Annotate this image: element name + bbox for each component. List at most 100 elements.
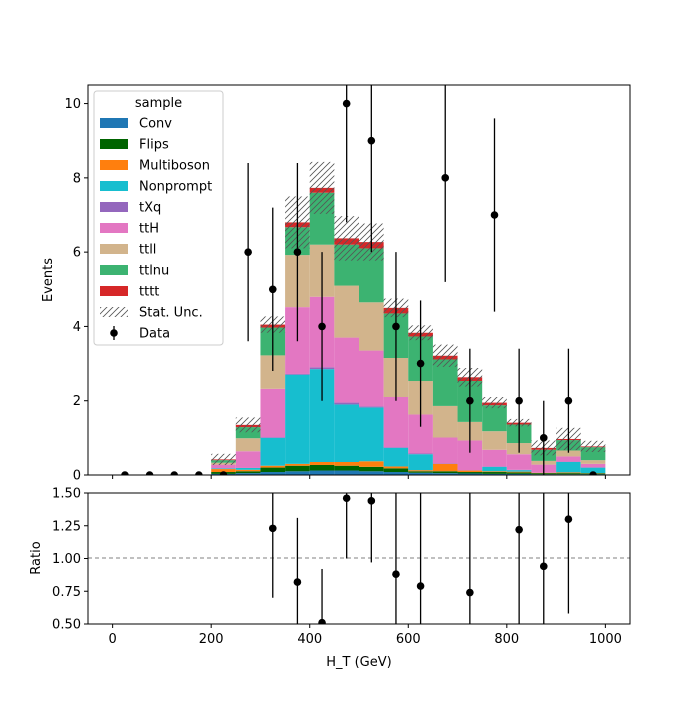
bar-ttH-12 xyxy=(507,454,532,470)
data-point-10 xyxy=(368,137,376,145)
main-ytick-label-0: 0 xyxy=(73,469,81,484)
bar-ttll-1 xyxy=(236,438,261,451)
data-point-7 xyxy=(294,248,302,256)
bar-Multiboson-11 xyxy=(482,471,507,472)
ratio-point-4 xyxy=(368,497,376,505)
bar-Flips-1 xyxy=(236,471,261,473)
bar-Nonprompt-2 xyxy=(260,438,285,466)
bar-tXq-5 xyxy=(334,403,359,405)
bar-ttH-0 xyxy=(211,465,236,469)
bar-Nonprompt-7 xyxy=(384,448,409,467)
bar-ttH-11 xyxy=(482,450,507,467)
ratio-y-label: Ratio xyxy=(29,541,44,574)
ratio-xtick-label-400: 400 xyxy=(297,632,322,647)
bar-ttlnu-11 xyxy=(482,405,507,431)
bar-tXq-6 xyxy=(359,406,384,407)
bar-Conv-3 xyxy=(285,471,310,475)
legend-title: sample xyxy=(135,96,182,111)
bar-Multiboson-10 xyxy=(458,471,483,472)
stat-unc-9 xyxy=(433,345,458,367)
bar-Flips-9 xyxy=(433,471,458,473)
ratio-point-3 xyxy=(343,494,351,502)
bar-Nonprompt-5 xyxy=(334,404,359,462)
bar-ttH-9 xyxy=(433,437,458,463)
bar-ttll-11 xyxy=(482,431,507,450)
bar-ttH-15 xyxy=(581,464,606,468)
main-ytick-label-10: 10 xyxy=(64,97,81,112)
bar-Multiboson-1 xyxy=(236,470,261,471)
ratio-xtick-label-600: 600 xyxy=(396,632,421,647)
bar-ttH-5 xyxy=(334,338,359,403)
bar-Flips-3 xyxy=(285,466,310,472)
bar-Nonprompt-3 xyxy=(285,375,310,464)
legend-swatch-Multiboson xyxy=(100,160,128,170)
bar-Multiboson-7 xyxy=(384,466,409,468)
bar-Multiboson-3 xyxy=(285,464,310,466)
data-point-17 xyxy=(540,434,548,442)
bar-Nonprompt-0 xyxy=(211,468,236,469)
bar-Nonprompt-11 xyxy=(482,467,507,471)
data-point-15 xyxy=(491,211,499,219)
data-point-13 xyxy=(441,174,449,182)
legend-swatch-ttH xyxy=(100,223,128,233)
bar-Flips-14 xyxy=(556,473,581,474)
ratio-xtick-label-1000: 1000 xyxy=(589,632,622,647)
data-point-8 xyxy=(318,323,326,331)
main-ytick-label-4: 4 xyxy=(73,320,81,335)
ratio-point-6 xyxy=(417,582,425,590)
bar-Flips-8 xyxy=(408,471,433,472)
bar-tXq-7 xyxy=(384,447,409,448)
main-y-label: Events xyxy=(41,258,56,302)
legend-swatch-tXq xyxy=(100,202,128,212)
bar-Multiboson-2 xyxy=(260,466,285,468)
legend-label-Nonprompt: Nonprompt xyxy=(139,180,212,195)
legend-label-Flips: Flips xyxy=(139,138,169,153)
bar-Nonprompt-1 xyxy=(236,468,261,470)
bar-Conv-6 xyxy=(359,471,384,475)
legend-label-stat-unc: Stat. Unc. xyxy=(139,306,203,321)
ratio-ytick-label-1.00: 1.00 xyxy=(52,552,81,567)
stat-unc-11 xyxy=(482,397,507,408)
legend-label-Conv: Conv xyxy=(139,117,172,132)
bar-Flips-5 xyxy=(334,466,359,471)
ratio-point-8 xyxy=(515,526,523,534)
legend-label-ttH: ttH xyxy=(139,222,159,237)
bar-Flips-6 xyxy=(359,467,384,471)
legend-swatch-Conv xyxy=(100,118,128,128)
bar-Conv-4 xyxy=(310,471,335,475)
ratio-point-0 xyxy=(269,525,277,533)
data-point-12 xyxy=(417,360,425,368)
legend-swatch-Flips xyxy=(100,139,128,149)
ratio-point-10 xyxy=(565,515,573,523)
legend-label-data: Data xyxy=(139,327,170,342)
stat-unc-4 xyxy=(310,162,335,214)
bar-tXq-8 xyxy=(408,453,433,454)
main-ytick-label-6: 6 xyxy=(73,246,81,261)
data-point-6 xyxy=(269,285,277,293)
ratio-point-1 xyxy=(294,578,302,586)
ratio-ytick-label-1.25: 1.25 xyxy=(52,519,81,534)
bar-Nonprompt-6 xyxy=(359,407,384,461)
data-point-16 xyxy=(515,397,523,405)
bar-ttll-9 xyxy=(433,406,458,438)
legend-data-marker xyxy=(110,329,118,337)
bar-Multiboson-9 xyxy=(433,464,458,471)
legend-swatch-tttt xyxy=(100,286,128,296)
bar-Nonprompt-12 xyxy=(507,470,532,471)
bar-ttH-2 xyxy=(260,389,285,437)
legend-label-tXq: tXq xyxy=(139,201,161,216)
ratio-point-5 xyxy=(392,570,400,578)
bar-Flips-11 xyxy=(482,472,507,474)
legend-swatch-Nonprompt xyxy=(100,181,128,191)
legend-label-Multiboson: Multiboson xyxy=(139,159,210,174)
legend-swatch-stat-unc xyxy=(100,307,128,317)
ratio-x-label: H_T (GeV) xyxy=(326,655,391,670)
bar-Multiboson-6 xyxy=(359,461,384,467)
legend-label-tttt: tttt xyxy=(139,285,159,300)
bar-ttH-14 xyxy=(556,456,581,461)
bar-Flips-7 xyxy=(384,468,409,472)
ratio-xtick-label-800: 800 xyxy=(494,632,519,647)
stat-unc-1 xyxy=(236,417,261,432)
stat-unc-0 xyxy=(211,454,236,465)
bar-Flips-10 xyxy=(458,472,483,473)
